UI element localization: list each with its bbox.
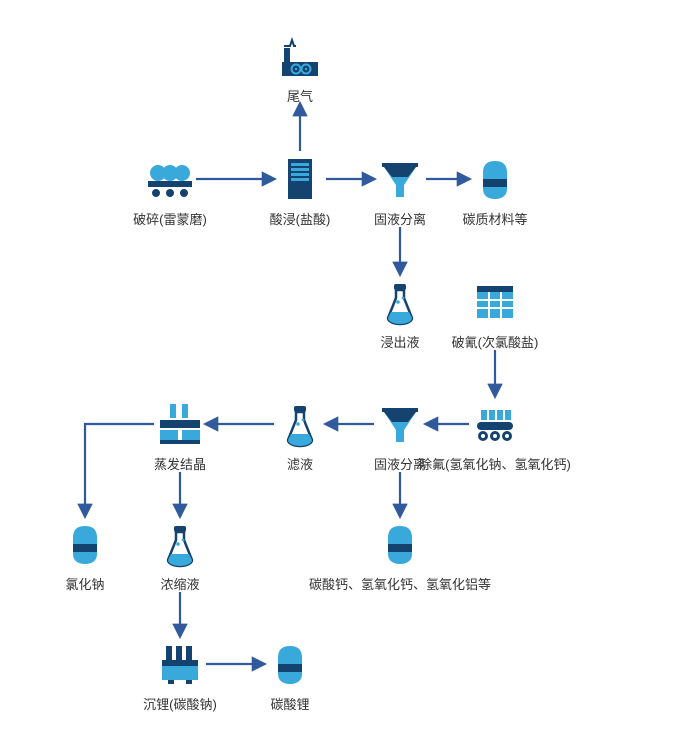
evap-icon [140, 400, 220, 448]
node-acid: 酸浸(盐酸) [265, 155, 335, 228]
node-label: 浸出液 [365, 332, 435, 351]
node-label: 破碎(雷蒙磨) [125, 209, 215, 228]
node-label: 酸浸(盐酸) [265, 209, 335, 228]
flask-icon [145, 520, 215, 568]
node-sinkli: 沉锂(碳酸钠) [135, 640, 225, 713]
node-tailgas: 尾气 [265, 32, 335, 105]
node-label: 碳质材料等 [450, 209, 540, 228]
node-solids: 碳酸钙、氢氧化钙、氢氧化铝等 [300, 520, 500, 593]
capsule2-icon [55, 520, 115, 568]
node-sep2: 固液分离 [365, 400, 435, 473]
flowchart-stage: 尾气 破碎(雷蒙磨) 酸浸(盐酸) 固液分离 碳质材料等 [0, 0, 700, 737]
node-conc: 浓缩液 [145, 520, 215, 593]
node-nacl: 氯化钠 [55, 520, 115, 593]
node-sep1: 固液分离 [365, 155, 435, 228]
crusher-icon [125, 155, 215, 203]
capsule-icon [450, 155, 540, 203]
capsule-icon [260, 640, 320, 688]
flask-icon [265, 400, 335, 448]
capsule-icon [300, 520, 500, 568]
node-li2co3: 碳酸锂 [260, 640, 320, 713]
node-evap: 蒸发结晶 [140, 400, 220, 473]
node-label: 固液分离 [365, 209, 435, 228]
flask-icon [365, 278, 435, 326]
machine-icon [135, 640, 225, 688]
panel-icon [435, 278, 555, 326]
node-label: 固液分离 [365, 454, 435, 473]
node-label: 氯化钠 [55, 574, 115, 593]
node-label: 浓缩液 [145, 574, 215, 593]
arrows-layer [0, 0, 700, 737]
node-label: 破氰(次氯酸盐) [435, 332, 555, 351]
node-leachate: 浸出液 [365, 278, 435, 351]
node-crush: 破碎(雷蒙磨) [125, 155, 215, 228]
funnel-icon [365, 400, 435, 448]
node-label: 沉锂(碳酸钠) [135, 694, 225, 713]
node-label: 碳酸锂 [260, 694, 320, 713]
funnel-icon [365, 155, 435, 203]
node-label: 碳酸钙、氢氧化钙、氢氧化铝等 [300, 574, 500, 593]
node-filtrate: 滤液 [265, 400, 335, 473]
node-label: 滤液 [265, 454, 335, 473]
node-label: 尾气 [265, 86, 335, 105]
factory-icon [265, 32, 335, 80]
node-label: 蒸发结晶 [140, 454, 220, 473]
node-carbon: 碳质材料等 [450, 155, 540, 228]
server-icon [265, 155, 335, 203]
node-cn: 破氰(次氯酸盐) [435, 278, 555, 351]
